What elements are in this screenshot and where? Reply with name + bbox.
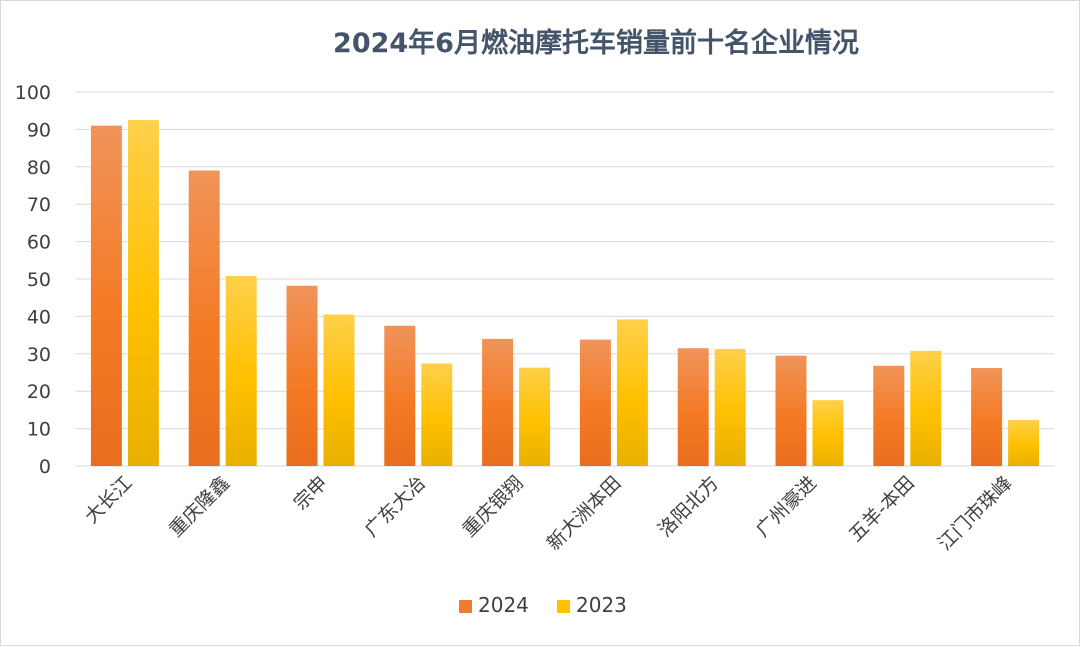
bar-2024-2 <box>286 285 318 466</box>
y-tick-label: 0 <box>39 456 51 478</box>
chart-title: 2024年6月燃油摩托车销量前十名企业情况 <box>333 27 859 59</box>
bar-2024-1 <box>188 170 220 467</box>
bar-2024-6 <box>677 348 709 466</box>
x-tick-label: 重庆银翔 <box>458 472 527 541</box>
x-tick-label: 江门市珠峰 <box>934 472 1017 555</box>
y-tick-label: 60 <box>27 232 51 254</box>
x-tick-label: 广州豪进 <box>752 472 821 541</box>
x-tick-label: 广东大冶 <box>361 472 430 541</box>
legend-label: 2024 <box>478 593 529 617</box>
x-tick-label: 重庆隆鑫 <box>165 472 234 541</box>
bars <box>90 120 1040 467</box>
x-tick-label: 洛阳北方 <box>654 472 723 541</box>
bar-2023-3 <box>421 363 453 466</box>
bar-2023-0 <box>127 120 159 467</box>
y-tick-label: 90 <box>27 119 51 141</box>
bar-2024-9 <box>971 368 1003 466</box>
gridlines <box>76 91 1054 467</box>
bar-2024-4 <box>482 338 514 466</box>
bar-2023-9 <box>1008 419 1040 466</box>
y-tick-label: 50 <box>27 269 51 291</box>
y-tick-label: 80 <box>27 157 51 179</box>
bar-2024-0 <box>90 125 122 466</box>
x-axis-ticks: 大长江 重庆隆鑫 宗申 广东大冶 重庆银翔 新大洲本田 洛阳北方 广州豪进 五羊-本田 江门市珠峰 <box>81 472 1017 555</box>
y-tick-label: 20 <box>27 381 51 403</box>
y-tick-label: 100 <box>15 82 51 104</box>
y-tick-label: 40 <box>27 306 51 328</box>
x-tick-label: 宗申 <box>290 472 332 514</box>
legend-label: 2023 <box>576 593 627 617</box>
bar-2023-6 <box>714 348 746 466</box>
legend-swatch-2024 <box>459 600 472 613</box>
bar-2023-8 <box>910 350 942 466</box>
bar-2023-2 <box>323 314 355 466</box>
legend: 2024 2023 <box>459 593 627 617</box>
bar-2024-3 <box>384 325 416 466</box>
legend-swatch-2023 <box>557 600 570 613</box>
bar-2024-7 <box>775 355 807 466</box>
bar-2023-5 <box>616 319 648 466</box>
bar-2023-1 <box>225 276 257 466</box>
x-tick-label: 大长江 <box>81 472 137 528</box>
bar-2023-7 <box>812 400 844 466</box>
x-tick-label: 五羊-本田 <box>845 472 919 546</box>
x-tick-label: 新大洲本田 <box>543 472 626 555</box>
bar-2023-4 <box>519 367 551 466</box>
y-tick-label: 10 <box>27 419 51 441</box>
y-tick-label: 70 <box>27 194 51 216</box>
bar-2024-8 <box>873 365 905 466</box>
bar-2024-5 <box>579 339 611 466</box>
y-axis-ticks: 0 10 20 30 40 50 60 70 80 90 100 <box>15 82 51 478</box>
y-tick-label: 30 <box>27 344 51 366</box>
